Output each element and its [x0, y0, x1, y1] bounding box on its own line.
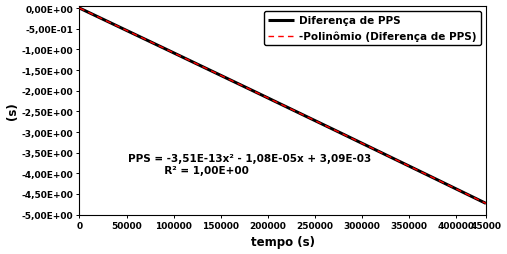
Diferença de PPS: [380, 152, 386, 155]
Diferença de PPS: [320, 123, 327, 126]
X-axis label: tempo (s): tempo (s): [250, 235, 315, 248]
Diferença de PPS: [341, 133, 347, 136]
Diferença de PPS: [77, 7, 83, 10]
-Polinômio (Diferença de PPS): [380, 152, 386, 155]
-Polinômio (Diferença de PPS): [483, 202, 489, 205]
Legend: Diferença de PPS, -Polinômio (Diferença de PPS): Diferença de PPS, -Polinômio (Diferença …: [264, 12, 481, 46]
-Polinômio (Diferença de PPS): [77, 7, 83, 10]
Line: -Polinômio (Diferença de PPS): -Polinômio (Diferença de PPS): [80, 9, 486, 204]
Line: Diferença de PPS: Diferença de PPS: [80, 9, 486, 204]
-Polinômio (Diferença de PPS): [232, 81, 238, 84]
-Polinômio (Diferença de PPS): [320, 123, 327, 126]
Diferença de PPS: [232, 81, 238, 84]
Y-axis label: (s): (s): [6, 102, 19, 120]
-Polinômio (Diferença de PPS): [341, 133, 347, 136]
-Polinômio (Diferença de PPS): [150, 42, 156, 45]
-Polinômio (Diferença de PPS): [411, 167, 417, 170]
Diferença de PPS: [150, 42, 156, 45]
Diferença de PPS: [483, 202, 489, 205]
Text: PPS = -3,51E-13x² - 1,08E-05x + 3,09E-03
          R² = 1,00E+00: PPS = -3,51E-13x² - 1,08E-05x + 3,09E-03…: [128, 154, 372, 175]
Diferença de PPS: [411, 167, 417, 170]
